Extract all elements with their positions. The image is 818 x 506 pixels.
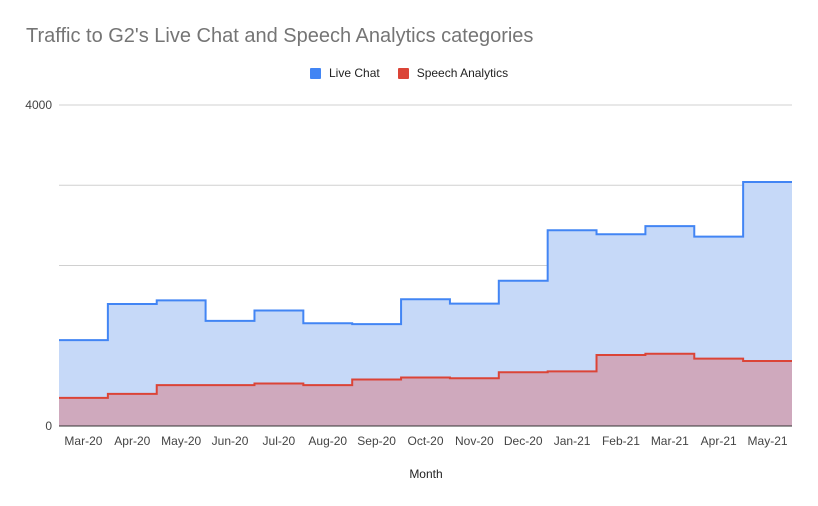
series-area-speech-analytics: [59, 353, 792, 426]
x-axis-label: Month: [409, 467, 442, 481]
x-tick-label: Feb-21: [602, 434, 640, 448]
x-tick-label: Apr-21: [701, 434, 737, 448]
x-tick-label: Sep-20: [357, 434, 396, 448]
chart-legend: Live Chat Speech Analytics: [310, 66, 526, 80]
x-tick-label: Dec-20: [504, 434, 543, 448]
series-areas: [59, 182, 792, 426]
chart-title: Traffic to G2's Live Chat and Speech Ana…: [26, 25, 534, 47]
x-tick-labels: Mar-20 Apr-20 May-20 Jun-20 Jul-20 Aug-20 Sep-…: [64, 434, 787, 448]
legend-swatch-live-chat: [310, 67, 321, 79]
x-tick-label: May-21: [748, 434, 788, 448]
legend-label-live-chat: Live Chat: [329, 66, 380, 80]
x-tick-label: May-20: [161, 434, 201, 448]
x-tick-label: Aug-20: [308, 434, 347, 448]
x-tick-label: Nov-20: [455, 434, 494, 448]
y-tick-label: 4000: [25, 98, 52, 112]
x-tick-label: Mar-21: [651, 434, 689, 448]
x-tick-label: Mar-20: [64, 434, 102, 448]
series-line-live-chat: [59, 181, 792, 342]
x-tick-label: Jun-20: [212, 434, 249, 448]
x-tick-label: Jul-20: [263, 434, 296, 448]
x-tick-label: Oct-20: [407, 434, 443, 448]
y-tick-label: 0: [45, 419, 52, 433]
legend-item-speech-analytics[interactable]: Speech Analytics: [397, 66, 509, 80]
legend-label-speech-analytics: Speech Analytics: [416, 66, 509, 80]
series-lines: [59, 181, 792, 399]
legend-swatch-speech-analytics: [397, 67, 409, 79]
series-line-speech-analytics: [59, 352, 792, 399]
y-tick-labels: 0 4000: [25, 98, 52, 433]
legend-item-live-chat[interactable]: Live Chat: [310, 66, 380, 80]
x-tick-label: Jan-21: [554, 434, 591, 448]
x-tick-label: Apr-20: [114, 434, 150, 448]
